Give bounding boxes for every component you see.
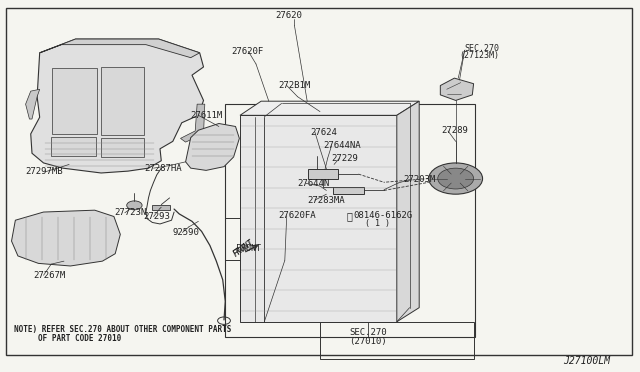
Polygon shape — [31, 39, 204, 173]
Bar — [320, 322, 474, 359]
Text: 27620: 27620 — [275, 11, 302, 20]
Bar — [52, 68, 97, 134]
Bar — [51, 137, 96, 156]
Text: 27283MA: 27283MA — [307, 196, 345, 205]
Text: Ⓢ: Ⓢ — [347, 211, 353, 221]
Polygon shape — [440, 78, 474, 100]
Circle shape — [429, 163, 483, 194]
Polygon shape — [12, 210, 120, 266]
Bar — [101, 138, 144, 157]
Polygon shape — [397, 101, 419, 322]
Polygon shape — [26, 89, 40, 119]
Text: 27644N: 27644N — [298, 179, 330, 188]
Text: 27624: 27624 — [310, 128, 337, 137]
Text: 08146-6162G: 08146-6162G — [353, 211, 412, 220]
Bar — [333, 187, 364, 194]
Circle shape — [127, 201, 142, 210]
Bar — [308, 169, 338, 179]
Text: 27620F: 27620F — [232, 47, 264, 56]
Circle shape — [438, 168, 474, 189]
Text: (27123M): (27123M) — [460, 51, 499, 60]
Bar — [225, 104, 475, 337]
Text: FRONT: FRONT — [236, 244, 260, 253]
Text: SEC.270: SEC.270 — [349, 328, 387, 337]
Text: OF PART CODE 27010: OF PART CODE 27010 — [38, 334, 122, 343]
Text: 27723N: 27723N — [114, 208, 146, 217]
Text: FRONT: FRONT — [232, 238, 256, 259]
Text: 27229: 27229 — [332, 154, 358, 163]
Polygon shape — [180, 104, 205, 142]
Polygon shape — [186, 124, 239, 170]
Text: (27010): (27010) — [349, 337, 387, 346]
Text: ( 1 ): ( 1 ) — [365, 219, 390, 228]
Polygon shape — [240, 101, 419, 115]
Text: SEC.270: SEC.270 — [465, 44, 500, 53]
Text: 27289: 27289 — [442, 126, 468, 135]
Bar — [101, 67, 144, 135]
Text: 92590: 92590 — [173, 228, 200, 237]
Text: 27611M: 27611M — [191, 111, 223, 120]
Text: 27287HA: 27287HA — [145, 164, 182, 173]
Bar — [152, 205, 170, 210]
Text: J27100LM: J27100LM — [563, 356, 610, 366]
Text: 27644NA: 27644NA — [323, 141, 361, 150]
Text: 272B1M: 272B1M — [278, 81, 310, 90]
Text: 27620FA: 27620FA — [278, 211, 316, 220]
Polygon shape — [240, 115, 397, 322]
Text: 27297MB: 27297MB — [26, 167, 63, 176]
Text: 27293: 27293 — [143, 212, 170, 221]
Text: NOTE) REFER SEC.270 ABOUT OTHER COMPONENT PARTS: NOTE) REFER SEC.270 ABOUT OTHER COMPONEN… — [14, 325, 232, 334]
Text: 27267M: 27267M — [33, 271, 65, 280]
Text: 27203M: 27203M — [403, 175, 435, 184]
Polygon shape — [40, 39, 200, 58]
